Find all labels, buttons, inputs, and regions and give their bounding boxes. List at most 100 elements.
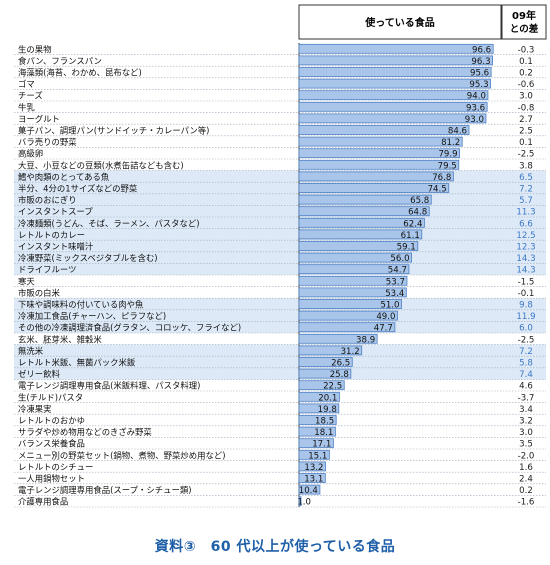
- value-label: 25.8: [330, 370, 349, 380]
- bar: [298, 194, 432, 205]
- bar: [298, 183, 450, 193]
- value-label: 65.8: [410, 196, 429, 206]
- bar: [298, 113, 487, 124]
- value-label: 20.1: [318, 393, 337, 403]
- header-diff-label-line: との差: [510, 23, 539, 35]
- value-label: 38.9: [356, 335, 375, 345]
- value-label: 51.0: [380, 301, 399, 311]
- category-label: チーズ: [18, 91, 43, 101]
- header-main-box: [298, 4, 502, 40]
- diff-label: 11.9: [516, 312, 535, 322]
- value-label: 94.0: [467, 92, 486, 102]
- value-label: 74.5: [428, 185, 447, 195]
- diff-label: 2.7: [519, 115, 533, 125]
- category-label: 生の果物: [18, 44, 52, 54]
- category-label: 一人用鍋物セット: [18, 474, 85, 484]
- value-label: 13.2: [304, 463, 323, 473]
- row-highlight: [14, 205, 546, 217]
- bar: [298, 473, 326, 483]
- bar: [298, 380, 345, 391]
- bar: [298, 148, 460, 159]
- bar: [298, 159, 460, 170]
- row-highlight: [14, 263, 546, 275]
- category-label: 寒天: [18, 276, 35, 286]
- bar: [298, 171, 454, 182]
- value-label: 49.0: [376, 312, 395, 322]
- category-label: インスタントスープ: [18, 207, 93, 217]
- category-label: 高級卵: [18, 149, 43, 159]
- category-label: 海藻類(海苔、わかめ、昆布など): [18, 68, 142, 78]
- diff-label: 3.2: [519, 417, 533, 427]
- value-label: 22.5: [323, 382, 342, 392]
- diff-label: 7.4: [519, 370, 533, 380]
- diff-label: 0.2: [519, 69, 533, 79]
- diff-label: 6.5: [519, 173, 533, 183]
- value-label: 64.8: [408, 208, 427, 218]
- row-highlight: [14, 251, 546, 264]
- diff-label: 3.5: [519, 440, 533, 450]
- value-label: 26.5: [331, 359, 350, 369]
- diff-label: -1.5: [518, 277, 535, 287]
- diff-label: 12.3: [516, 243, 535, 253]
- bar: [298, 484, 321, 495]
- header-main-label: 使っている食品: [364, 16, 435, 29]
- diff-label: 6.0: [519, 324, 533, 334]
- diff-label: 1.6: [519, 463, 533, 473]
- category-label: レトルトのおかゆ: [18, 416, 85, 426]
- bar: [298, 206, 430, 217]
- value-label: 54.7: [388, 266, 407, 276]
- diff-label: 6.6: [519, 219, 533, 229]
- diff-label: -2.5: [518, 150, 535, 160]
- bar: [298, 67, 492, 77]
- category-label: レトルト米飯、無菌パック米飯: [18, 358, 136, 368]
- header-diff-box: [501, 4, 547, 40]
- bar: [298, 415, 337, 425]
- value-label: 81.2: [441, 138, 460, 148]
- bar: [298, 136, 463, 147]
- diff-label: 3.8: [519, 161, 533, 171]
- category-label: 冷凍加工食品(チャーハン、ピラフなど): [18, 311, 166, 321]
- category-label: 電子レンジ調理専用食品(スープ・シチュー類): [18, 485, 192, 495]
- row-highlight: [14, 182, 546, 194]
- bar: [298, 125, 470, 135]
- category-label: 大豆、小豆などの豆類(水煮缶詰なども含む): [18, 160, 184, 170]
- category-label: サラダや炒め物用などのきざみ野菜: [18, 427, 152, 437]
- value-label: 18.5: [315, 417, 334, 427]
- diff-label: 3.0: [519, 92, 533, 102]
- category-label: バラ売りの野菜: [18, 137, 77, 147]
- row-highlight: [14, 228, 546, 241]
- diff-label: 3.4: [519, 405, 533, 415]
- diff-label: 11.3: [516, 208, 535, 218]
- diff-label: -0.6: [518, 80, 535, 90]
- value-label: 76.8: [432, 173, 451, 183]
- bar: [298, 310, 398, 321]
- category-label: 鱈や肉類のとってある魚: [18, 172, 110, 182]
- value-label: 13.1: [304, 475, 323, 485]
- diff-label: 2.5: [519, 127, 533, 137]
- diff-label: -0.1: [518, 289, 535, 299]
- bar: [298, 345, 363, 356]
- row-highlight: [14, 344, 546, 357]
- value-label: 95.3: [469, 80, 488, 90]
- category-labels: 生の果物食パン、フランスパン海藻類(海苔、わかめ、昆布など)ゴマチーズ牛乳ヨーグ…: [18, 44, 241, 506]
- bar: [298, 287, 407, 298]
- value-label: 79.5: [438, 161, 457, 171]
- category-label: 市販の白米: [18, 288, 60, 298]
- bar: [298, 449, 330, 460]
- category-label: ドライフルーツ: [18, 265, 76, 275]
- value-label: 53.7: [386, 277, 405, 287]
- category-label: 介護専用食品: [18, 497, 68, 507]
- category-label: レトルトのシチュー: [18, 462, 93, 472]
- diff-label: 4.6: [519, 382, 533, 392]
- category-label: ヨーグルト: [18, 114, 60, 124]
- value-label: 1.0: [297, 498, 311, 508]
- bar: [298, 461, 326, 472]
- diff-label: -1.6: [518, 498, 535, 508]
- value-label: 93.6: [466, 103, 485, 113]
- diff-label: 2.4: [519, 475, 533, 485]
- category-label: インスタント味噌汁: [18, 242, 94, 252]
- diff-label: 0.1: [519, 138, 533, 148]
- value-label: 95.6: [470, 69, 489, 79]
